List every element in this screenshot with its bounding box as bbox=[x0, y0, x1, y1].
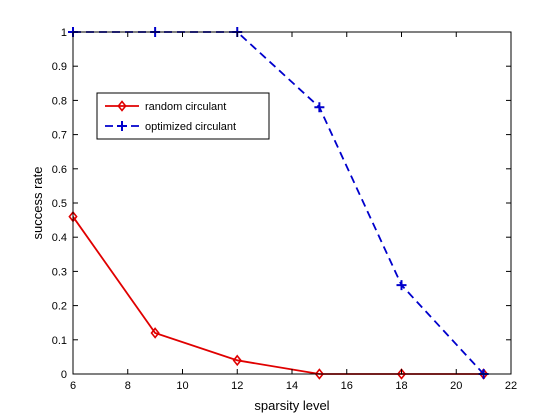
legend-entry-random-circulant: random circulant bbox=[105, 100, 226, 113]
y-tick-label: 0 bbox=[61, 369, 67, 381]
x-tick-label: 20 bbox=[450, 380, 462, 392]
legend-label-optimized-circulant: optimized circulant bbox=[145, 121, 236, 133]
y-tick-label: 0.4 bbox=[52, 232, 67, 244]
data-point-random-circulant bbox=[232, 354, 242, 367]
x-tick-label: 18 bbox=[395, 380, 407, 392]
legend-marker-random-circulant bbox=[117, 100, 127, 112]
x-tick-label: 12 bbox=[231, 380, 243, 392]
legend-marker-symbol bbox=[117, 100, 127, 112]
legend-marker-symbol bbox=[117, 121, 127, 131]
x-tick-label: 6 bbox=[70, 380, 76, 392]
y-tick-label: 0.8 bbox=[52, 95, 67, 107]
data-point-random-circulant bbox=[396, 368, 407, 380]
x-axis-label: sparsity level bbox=[254, 398, 329, 413]
legend: random circulant optimized circulant bbox=[96, 92, 270, 140]
x-tick-label: 8 bbox=[125, 380, 131, 392]
plot-area bbox=[73, 32, 511, 374]
legend-marker-optimized-circulant bbox=[117, 121, 127, 131]
x-tick-label: 22 bbox=[505, 380, 517, 392]
x-tick-label: 14 bbox=[286, 380, 298, 392]
data-point-random-circulant bbox=[150, 327, 160, 339]
x-tick-label: 16 bbox=[341, 380, 353, 392]
x-axis-ticks: 6 8 10 12 14 16 18 20 22 bbox=[70, 32, 517, 392]
legend-label-random-circulant: random circulant bbox=[145, 101, 226, 113]
legend-box bbox=[96, 92, 270, 140]
y-axis-ticks: 0 0.1 0.2 0.3 0.4 0.5 0.6 0.7 0.8 0.9 1 bbox=[52, 27, 511, 381]
x-tick-label: 10 bbox=[176, 380, 188, 392]
legend-entry-optimized-circulant: optimized circulant bbox=[105, 121, 236, 133]
y-tick-label: 0.7 bbox=[52, 130, 67, 142]
y-tick-label: 0.5 bbox=[52, 198, 67, 210]
y-tick-label: 1 bbox=[61, 27, 67, 39]
y-tick-label: 0.1 bbox=[52, 335, 67, 347]
y-tick-label: 0.9 bbox=[52, 61, 67, 73]
data-point-optimized-circulant bbox=[314, 102, 325, 113]
y-tick-label: 0.2 bbox=[52, 301, 67, 313]
y-axis-label: success rate bbox=[30, 167, 45, 240]
y-tick-label: 0.6 bbox=[52, 164, 67, 176]
data-point-random-circulant bbox=[314, 368, 324, 380]
y-tick-label: 0.3 bbox=[52, 266, 67, 278]
data-point-optimized-circulant bbox=[396, 280, 407, 291]
